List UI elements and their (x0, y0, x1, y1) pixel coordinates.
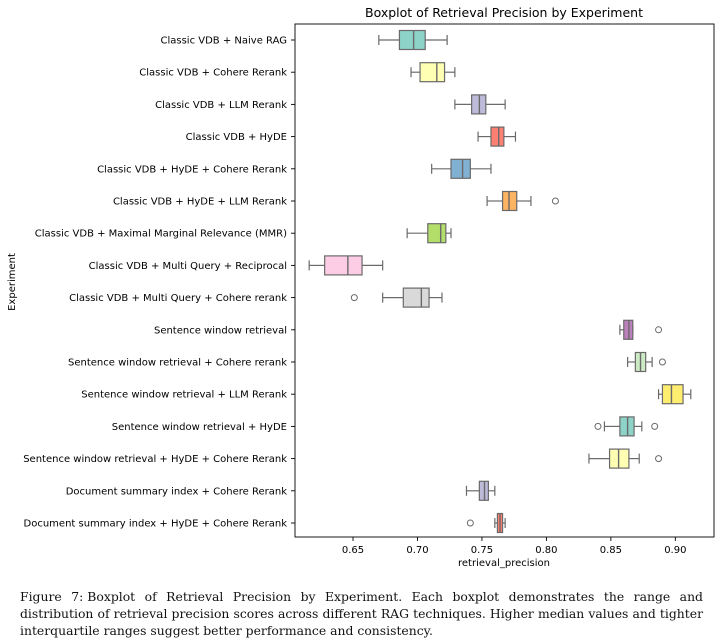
x-tick-label: 0.85 (600, 545, 622, 556)
box (661, 384, 684, 405)
x-tick-label: 0.80 (535, 545, 557, 556)
x-axis-label: retrieval_precision (458, 558, 550, 569)
outlier-point (551, 197, 559, 205)
y-tick-label: Sentence window retrieval + HyDE (112, 422, 287, 433)
x-tick-label: 0.75 (471, 545, 493, 556)
outlier-point (655, 326, 663, 334)
outlier-point (651, 422, 659, 430)
box (419, 62, 446, 83)
y-tick-label: Classic VDB + HyDE + LLM Rerank (113, 197, 287, 208)
y-tick-label: Classic VDB + Naive RAG (161, 36, 288, 47)
figure-caption: Figure 7: Boxplot of Retrieval Precision … (20, 588, 703, 639)
outlier-point (655, 455, 663, 463)
plot-area: 0.65 0.70 0.75 0.80 0.85 0.90 Classic VDB + Na… (23, 23, 715, 556)
y-tick-label: Classic VDB + Multi Query + Reciprocal (89, 261, 287, 272)
caption-label: Figure 7: (20, 589, 84, 604)
outlier-point (594, 422, 602, 430)
y-tick-label: Classic VDB + HyDE (186, 132, 287, 143)
y-tick-label: Sentence window retrieval + Cohere reran… (68, 358, 287, 369)
y-tick-label: Sentence window retrieval + LLM Rerank (81, 390, 287, 401)
box (450, 158, 471, 179)
x-tick-label: 0.90 (664, 545, 686, 556)
box (402, 287, 430, 308)
y-tick-label: Classic VDB + Multi Query + Cohere reran… (69, 293, 287, 304)
x-tick-label: 0.65 (342, 545, 364, 556)
y-tick-label: Classic VDB + HyDE + Cohere Rerank (97, 164, 287, 175)
y-tick-label: Document summary index + Cohere Rerank (66, 486, 287, 497)
outlier-point (658, 358, 666, 366)
box (427, 223, 447, 244)
x-tick-label: 0.70 (406, 545, 428, 556)
box (490, 126, 505, 147)
box (398, 29, 426, 51)
y-tick-label: Sentence window retrieval (154, 325, 287, 336)
box (324, 255, 363, 276)
y-tick-label: Classic VDB + Cohere Rerank (139, 68, 287, 79)
boxplot-chart: Boxplot of Retrieval Precision by Experi… (7, 5, 715, 569)
y-tick-label: Classic VDB + LLM Rerank (155, 100, 287, 111)
y-tick-label: Sentence window retrieval + HyDE + Coher… (23, 454, 287, 465)
y-tick-label: Classic VDB + Maximal Marginal Relevance… (35, 229, 287, 240)
outlier-point (350, 294, 358, 302)
plot-frame (294, 23, 715, 538)
y-tick-label: Document summary index + HyDE + Cohere R… (24, 519, 288, 530)
outlier-point (466, 519, 474, 527)
caption-text: Boxplot of Retrieval Precision by Experi… (20, 589, 703, 638)
y-axis-label: Experiment (7, 253, 18, 311)
chart-title: Boxplot of Retrieval Precision by Experi… (365, 5, 643, 20)
